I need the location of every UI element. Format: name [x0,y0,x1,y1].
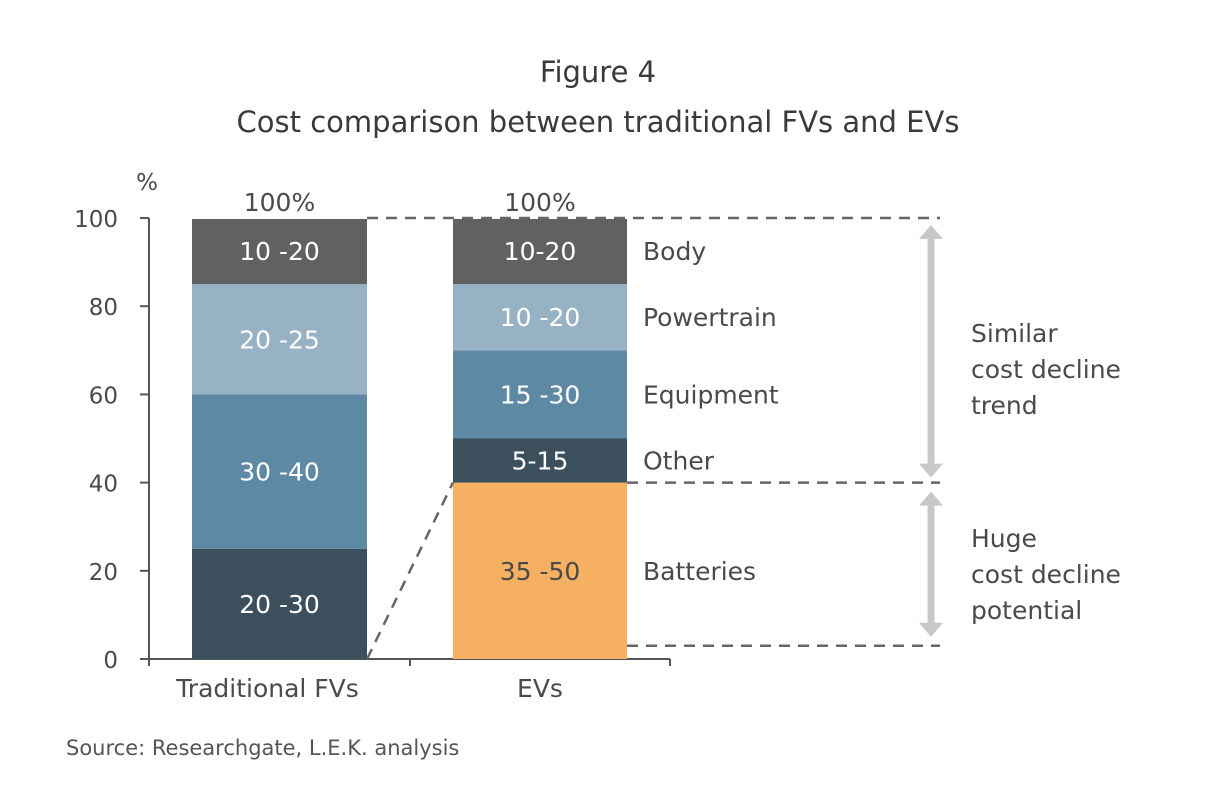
y-tick-label: 20 [89,560,118,586]
arrow-head-up-icon [919,225,943,239]
bar-segment [453,438,627,483]
segment-value-label: 5-15 [512,447,569,476]
segment-value-label: 10 -20 [239,237,320,266]
bar-segment [192,394,367,549]
legend-label-batteries: Batteries [643,557,756,586]
chart-subtitle: Cost comparison between traditional FVs … [237,105,960,139]
y-axis-label: % [136,170,158,196]
dashed-guide-diagonal [365,482,455,660]
bar-segment [453,350,627,439]
x-category-label: Traditional FVs [175,674,359,703]
bar-segment [453,284,627,351]
bar-total-label: 100% [244,188,315,217]
bar-segment [192,284,367,395]
y-tick-label: 40 [89,472,118,498]
legend-label-other: Other [643,447,715,476]
legend-label-powertrain: Powertrain [643,303,777,332]
legend-label-body: Body [643,237,706,266]
legend-label-equipment: Equipment [643,380,779,409]
arrow-head-down-icon [919,622,943,637]
segment-value-label: 15 -30 [500,380,581,409]
y-tick-label: 0 [103,648,118,674]
annotation-text: cost decline [971,355,1121,384]
annotation-text: cost decline [971,560,1121,589]
annotation-text: Huge [971,524,1037,553]
bar-segment [192,219,367,285]
annotation-text: potential [971,596,1082,625]
segment-value-label: 10-20 [504,237,577,266]
y-tick-label: 100 [74,207,118,233]
segment-value-label: 20 -25 [239,325,320,354]
arrow-head-up-icon [919,491,943,506]
annotation-text: Similar [971,319,1058,348]
bar-segment [453,219,627,285]
segment-value-label: 30 -40 [239,458,320,487]
chart-title: Figure 4 [540,55,656,89]
arrow-head-down-icon [919,463,943,478]
x-category-label: EVs [517,674,563,703]
y-tick-label: 80 [89,295,118,321]
segment-value-label: 35 -50 [500,557,581,586]
segment-value-label: 20 -30 [239,590,320,619]
bar-segment [453,482,627,659]
annotation-text: trend [971,391,1038,420]
source-note: Source: Researchgate, L.E.K. analysis [66,736,459,760]
y-tick-label: 60 [89,383,118,409]
bar-segment [192,548,367,659]
segment-value-label: 10 -20 [500,303,581,332]
bar-total-label: 100% [504,188,575,217]
